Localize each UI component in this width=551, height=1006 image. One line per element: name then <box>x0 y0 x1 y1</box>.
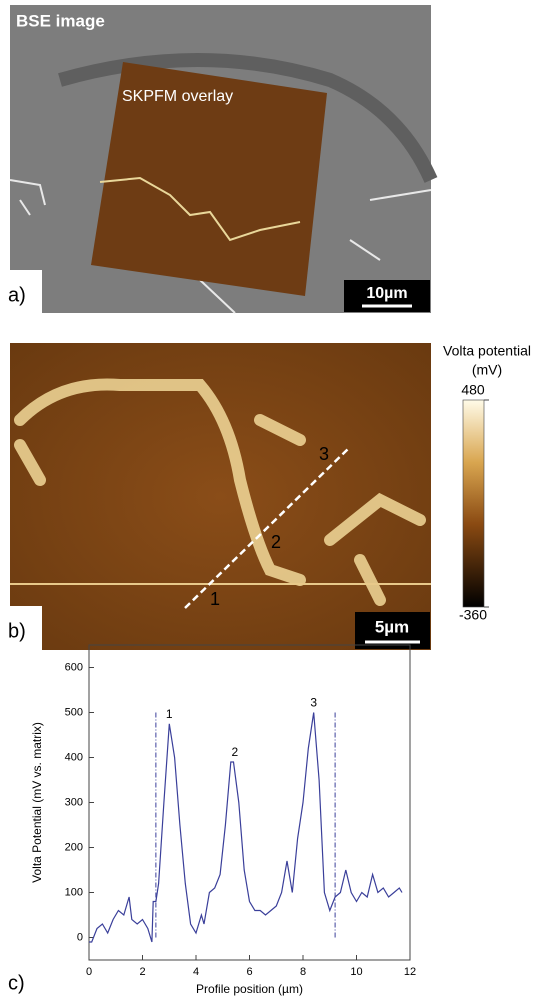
panel-a: BSE image SKPFM overlay 10µm a) <box>0 5 438 314</box>
panel-label: a) <box>8 284 26 306</box>
skpfm-map <box>10 343 431 650</box>
peak-label: 3 <box>310 696 317 710</box>
label-box <box>0 606 42 650</box>
plot-frame <box>88 644 411 961</box>
skpfm-overlay <box>91 62 327 296</box>
y-tick-label: 500 <box>65 706 83 718</box>
y-axis-label: Volta Potential (mV vs. matrix) <box>30 722 44 883</box>
profile-line <box>184 446 351 609</box>
overlay-features <box>99 176 301 242</box>
y-tick-label: 600 <box>65 661 83 673</box>
x-tick-label: 4 <box>193 966 199 978</box>
colorbar-tick-label: -360 <box>459 607 487 623</box>
x-tick-label: 2 <box>139 966 145 978</box>
peak-label: 1 <box>166 707 173 721</box>
map-features <box>14 378 426 606</box>
bse-features <box>9 179 432 314</box>
colorbar-title: Volta potential <box>443 343 531 359</box>
panel-label: c) <box>8 972 25 994</box>
panel-label: b) <box>8 620 26 642</box>
panel-title: BSE image <box>16 11 105 30</box>
label-box <box>0 270 42 314</box>
profile-point: 3 <box>319 444 329 464</box>
scale-bar-label: 10µm <box>366 285 407 302</box>
x-tick-label: 12 <box>404 966 416 978</box>
profile-point: 1 <box>210 589 220 609</box>
panel-b: 1 2 3 5µm b) Volta potential (mV) <box>0 343 531 650</box>
x-axis-label: Profile position (µm) <box>196 982 303 996</box>
y-tick-label: 0 <box>77 931 83 943</box>
profile-line <box>89 712 403 943</box>
y-tick-label: 200 <box>65 841 83 853</box>
colorbar-tick-label: 480 <box>461 382 485 398</box>
overlay-label: SKPFM overlay <box>122 88 233 105</box>
scale-bar-label: 5µm <box>375 617 409 636</box>
y-tick-label: 100 <box>65 886 83 898</box>
x-tick-label: 8 <box>300 966 306 978</box>
y-tick-label: 400 <box>65 751 83 763</box>
x-tick-label: 6 <box>246 966 252 978</box>
x-tick-label: 0 <box>86 966 92 978</box>
peak-label: 2 <box>231 745 238 759</box>
colorbar <box>462 399 485 608</box>
colorbar-title: (mV) <box>472 362 502 378</box>
x-tick-label: 10 <box>350 966 362 978</box>
y-tick-label: 300 <box>65 796 83 808</box>
profile-point: 2 <box>271 532 281 552</box>
